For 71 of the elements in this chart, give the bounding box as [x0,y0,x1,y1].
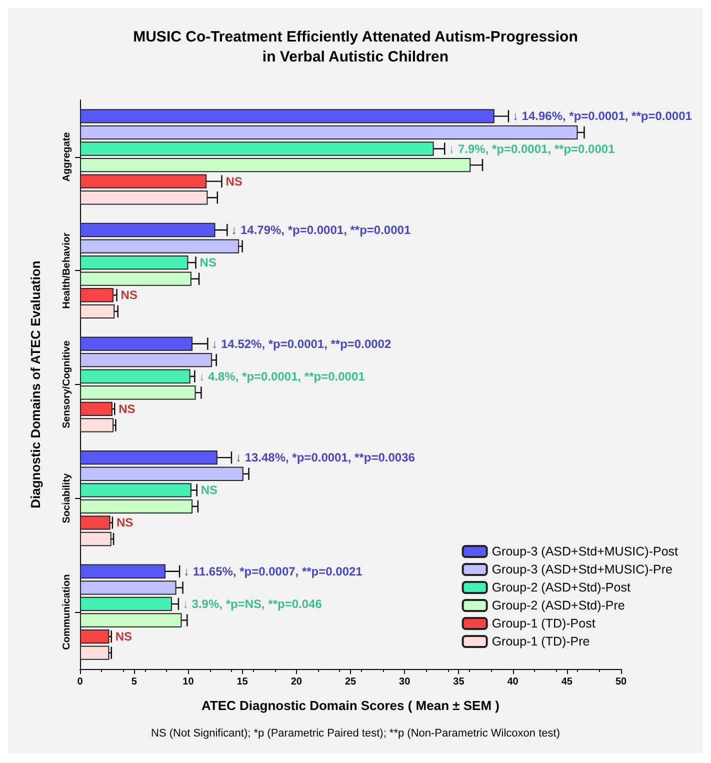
bar [80,532,112,546]
x-tick-label: 15 [236,676,248,688]
bar [80,629,110,644]
annotation: ↓ 14.52%, *p=0.0001, **p=0.0002 [212,336,392,351]
legend-label: Group-2 (ASD+Std)-Pre [492,598,625,612]
annotation: NS [200,256,216,270]
bar [80,499,193,514]
bar [80,418,114,432]
annotation: NS [115,630,132,644]
x-tick-label: 25 [344,676,356,688]
bar [80,613,182,628]
bar [80,596,172,612]
bar [80,255,188,270]
legend-label: Group-1 (TD)-Post [492,616,596,630]
legend-label: Group-1 (TD)-Pre [492,634,590,648]
annotation: NS [116,516,134,530]
annotation: ↓ 14.79%, *p=0.0001, **p=0.0001 [231,222,411,237]
bar [80,402,112,416]
legend-label: Group-2 (ASD+Std)-Post [492,580,631,594]
x-tick-label: 30 [399,676,411,688]
x-tick-label: 50 [615,676,627,688]
y-tick-label: Aggregate [62,132,72,182]
annotation: ↓ 3.9%, *p=NS, **p=0.046 [182,596,322,611]
annotation: ↓ 13.48%, *p=0.0001, **p=0.0036 [235,450,416,465]
text: NS (Not Significant); *p (Parametric Paired test); **p (Non-Parametric Wilcoxon test) [151,728,560,740]
bar [80,109,494,124]
chart-title: MUSIC Co-Treatment Efficiently Attenated Autism-Progression in Verbal Autistic Children [133,28,578,66]
annotation: NS [118,402,136,416]
bar [80,483,192,498]
y-tick-label: Communication [62,574,72,650]
annotation: ↓ 4.8%, *p=0.0001, **p=0.0001 [198,369,366,384]
x-tick-label: 45 [561,676,573,688]
y-tick-label: Sociability [62,472,72,524]
x-tick-label: 35 [453,676,465,688]
bar [80,564,166,578]
y-axis-title: Diagnostic Domains of ATEC Evaluation [28,260,43,508]
bar [80,125,578,140]
bar [80,142,434,156]
annotation: ↓ 14.96%, *p=0.0001, **p=0.0001 [512,109,692,124]
bar [80,174,207,188]
annotation: ↓ 7.9%, *p=0.0001, **p=0.0001 [448,142,616,156]
bar [80,222,216,238]
bar [80,272,192,286]
x-tick-label: 5 [131,676,138,688]
bar [80,450,218,465]
bar [80,369,190,384]
bar [80,304,115,318]
bar [80,239,240,254]
legend-label: Group-3 (ASD+Std+MUSIC)-Post [492,544,679,558]
x-axis-title: ATEC Diagnostic Domain Scores ( Mean ± SEM ) [202,698,500,713]
x-tick-label: 20 [290,676,302,688]
x-tick-label: 0 [77,676,84,688]
bar [80,158,471,172]
bar [80,288,114,302]
x-tick-label: 40 [507,676,519,688]
x-tick-label: 10 [182,676,194,688]
annotation: NS [200,483,218,498]
bar [80,336,193,351]
bar [80,646,110,660]
legend-label: Group-3 (ASD+Std+MUSIC)-Pre [492,562,672,576]
y-tick-label: Health/Behavior [62,232,72,309]
bar [80,580,176,595]
y-tick-label: Sensory/Cognitive [62,340,72,428]
bar [80,466,244,481]
annotation: NS [226,174,242,188]
bar [80,516,110,530]
annotation: NS [120,288,138,302]
bar [80,386,196,400]
annotation: ↓ 11.65%, *p=0.0007, **p=0.0021 [184,564,363,578]
bar [80,352,212,368]
bar [80,190,208,205]
